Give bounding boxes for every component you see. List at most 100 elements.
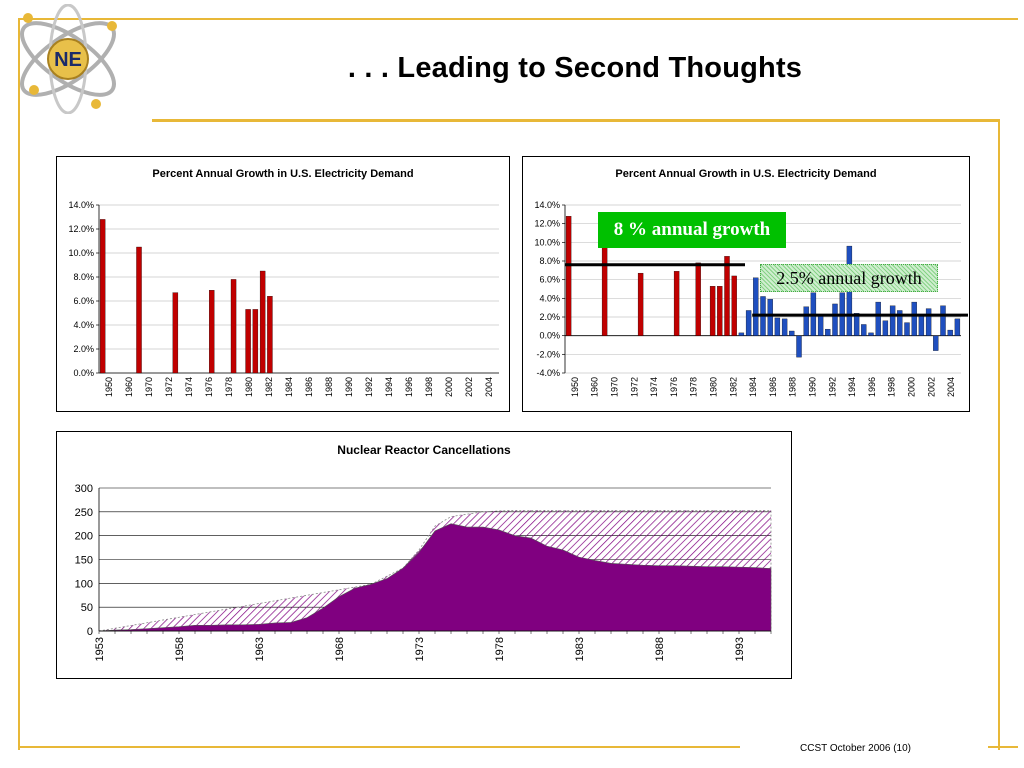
x-tick-label: 1983	[574, 637, 586, 661]
bar-blue-1992	[868, 332, 874, 336]
y-tick-label: 150	[75, 555, 93, 567]
x-tick-label: 1960	[590, 377, 600, 397]
chart-title: Percent Annual Growth in U.S. Electricit…	[615, 168, 876, 180]
x-tick-label: 2000	[444, 377, 454, 397]
bar-blue-2004	[954, 318, 961, 336]
x-tick-label: 1978	[224, 377, 234, 397]
bar-blue-1985	[817, 315, 824, 336]
title-underline	[152, 119, 1000, 122]
x-tick-label: 1982	[264, 377, 274, 397]
callout-8-percent-growth: 8 % annual growth	[598, 212, 786, 248]
frame-left-rule	[18, 18, 20, 750]
bar-blue-1999	[918, 315, 925, 336]
x-tick-label: 1978	[689, 377, 699, 397]
y-tick-label: 6.0%	[73, 296, 94, 306]
y-tick-label: 100	[75, 578, 93, 590]
bar-blue-1991	[861, 324, 867, 336]
bar-blue-1981	[789, 330, 795, 336]
x-tick-label: 2004	[946, 377, 956, 397]
x-tick-label: 1990	[808, 377, 818, 397]
x-tick-label: 1968	[334, 637, 346, 661]
x-tick-label: 1953	[94, 637, 106, 661]
x-tick-label: 1986	[304, 377, 314, 397]
x-tick-label: 1972	[164, 377, 174, 397]
bar-red-1960	[637, 272, 644, 336]
x-tick-label: 1972	[629, 377, 639, 397]
y-tick-label: 6.0%	[539, 275, 560, 285]
x-tick-label: 1994	[384, 377, 394, 397]
bar-blue-2003	[947, 329, 953, 336]
bar-blue-1997	[904, 322, 910, 336]
y-tick-label: 0.0%	[539, 331, 560, 341]
x-tick-label: 1996	[867, 377, 877, 397]
y-tick-label: 200	[75, 531, 93, 543]
area-solid-series	[98, 523, 772, 632]
y-tick-label: 0.0%	[73, 368, 94, 378]
bar-red-1955	[136, 246, 142, 374]
bar-blue-1986	[825, 328, 831, 336]
x-tick-label: 1976	[669, 377, 679, 397]
bar-red-1968	[230, 279, 237, 374]
bar-blue-2001	[933, 335, 939, 351]
x-tick-label: 2002	[926, 377, 936, 397]
y-tick-label: 10.0%	[68, 248, 94, 258]
bar-red-1973	[267, 296, 273, 374]
y-tick-label: 2.0%	[73, 344, 94, 354]
x-tick-label: 1973	[414, 637, 426, 661]
bar-red-1968	[695, 262, 701, 336]
x-tick-label: 1993	[734, 637, 746, 661]
bar-red-1950	[99, 219, 106, 374]
bar-red-1965	[673, 271, 680, 336]
x-tick-label: 1988	[324, 377, 334, 397]
x-tick-label: 1950	[570, 377, 580, 397]
x-tick-label: 1984	[748, 377, 758, 397]
x-tick-label: 1976	[204, 377, 214, 397]
bar-blue-1987	[832, 303, 838, 336]
x-tick-label: 1998	[424, 377, 434, 397]
frame-right-rule	[998, 120, 1000, 750]
bar-blue-1983	[803, 306, 809, 336]
bar-blue-1974	[738, 332, 745, 336]
logo-text: NE	[54, 49, 82, 71]
bar-red-1965	[209, 290, 215, 374]
bar-blue-1998	[911, 301, 917, 336]
bar-red-1972	[259, 270, 266, 374]
bar-blue-1990	[853, 313, 860, 336]
x-tick-label: 1988	[654, 637, 666, 661]
chart-title: Nuclear Reactor Cancellations	[337, 443, 511, 457]
x-tick-label: 1970	[610, 377, 620, 397]
bar-red-1970	[709, 286, 716, 336]
x-tick-label: 1992	[827, 377, 837, 397]
bar-blue-1996	[897, 310, 903, 336]
x-tick-label: 1984	[284, 377, 294, 397]
y-tick-label: 8.0%	[73, 272, 94, 282]
x-tick-label: 2004	[484, 377, 494, 397]
x-tick-label: 1974	[184, 377, 194, 397]
x-tick-label: 1978	[494, 637, 506, 661]
bar-blue-1979	[774, 317, 781, 336]
x-tick-label: 1974	[649, 377, 659, 397]
y-tick-label: -4.0%	[536, 368, 560, 378]
x-tick-label: 1958	[174, 637, 186, 661]
y-tick-label: 4.0%	[73, 320, 94, 330]
bar-blue-1978	[767, 299, 773, 336]
frame-bottom-rule	[20, 746, 740, 748]
ne-atom-logo: NE	[20, 4, 117, 114]
x-tick-label: 1982	[728, 377, 738, 397]
x-tick-label: 1970	[144, 377, 154, 397]
x-tick-label: 1950	[104, 377, 114, 397]
y-tick-label: 14.0%	[68, 200, 94, 210]
y-tick-label: 4.0%	[539, 293, 560, 303]
chart-panel-reactor-cancellations: Nuclear Reactor Cancellations 0 50 100 150 20…	[56, 431, 792, 679]
bar-red-1971	[717, 286, 723, 336]
slide-footer: CCST October 2006 (10)	[800, 743, 911, 754]
bar-blue-1982	[796, 335, 802, 358]
y-tick-label: 8.0%	[539, 256, 560, 266]
bar-red-1950	[565, 216, 572, 336]
demand-growth-chart-left: Percent Annual Growth in U.S. Electricit…	[68, 168, 499, 397]
frame-bottom-right-rule	[988, 746, 1018, 748]
x-tick-label: 1990	[344, 377, 354, 397]
x-tick-label: 1996	[404, 377, 414, 397]
x-tick-label: 1998	[887, 377, 897, 397]
y-tick-label: 14.0%	[534, 200, 560, 210]
